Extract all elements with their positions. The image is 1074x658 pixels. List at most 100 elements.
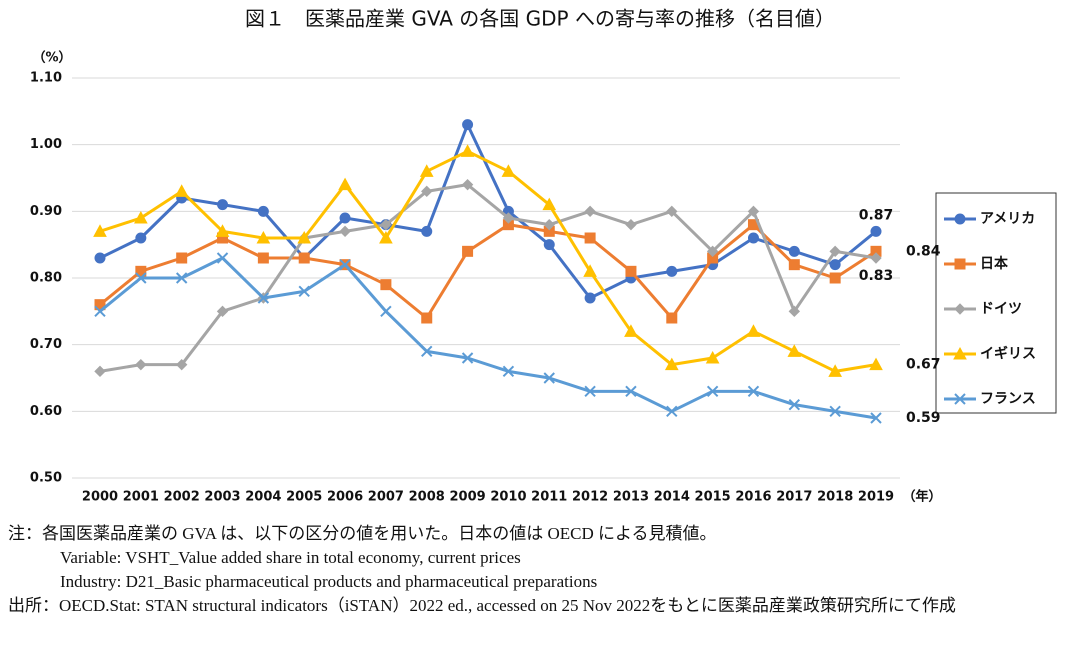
point <box>461 352 474 364</box>
legend-label: ドイツ <box>980 301 1022 317</box>
point <box>584 385 596 398</box>
point <box>338 177 352 191</box>
point <box>217 199 229 211</box>
x-tick-label: 2000 <box>82 490 118 505</box>
point <box>583 264 597 277</box>
point <box>828 364 843 377</box>
x-tick-label: 2002 <box>164 490 200 505</box>
point <box>747 205 760 218</box>
point <box>954 303 966 315</box>
x-tick-label: 2005 <box>286 490 322 505</box>
point <box>788 259 800 271</box>
point <box>257 292 270 304</box>
x-tick-label: 2003 <box>204 490 240 505</box>
data-label: 0.87 <box>859 207 894 223</box>
point <box>257 205 269 217</box>
point <box>339 212 351 224</box>
point <box>664 357 679 371</box>
point <box>829 245 841 258</box>
y-unit: （%） <box>32 50 71 66</box>
point <box>257 252 269 264</box>
point <box>175 272 188 284</box>
series <box>93 144 883 377</box>
point <box>298 252 310 264</box>
point <box>666 312 678 324</box>
data-label: 0.59 <box>906 410 941 426</box>
point <box>501 164 516 177</box>
point <box>869 357 883 371</box>
point <box>625 265 637 277</box>
point <box>462 245 474 257</box>
point <box>460 144 475 157</box>
legend-label: アメリカ <box>980 211 1035 227</box>
point <box>298 285 310 298</box>
x-tick-label: 2008 <box>409 490 445 505</box>
point <box>543 218 555 231</box>
y-tick-label: 0.60 <box>30 404 62 419</box>
series <box>94 119 882 304</box>
point <box>93 224 107 237</box>
y-tick-label: 0.80 <box>30 271 62 286</box>
point <box>788 398 801 411</box>
y-tick-label: 1.00 <box>30 137 62 152</box>
point <box>297 230 312 244</box>
point <box>829 259 841 271</box>
point <box>706 385 719 398</box>
point <box>542 197 557 211</box>
data-label: 0.67 <box>906 357 941 373</box>
point <box>666 205 678 218</box>
x-unit: （年） <box>902 489 941 505</box>
point <box>419 164 434 177</box>
point <box>543 239 555 251</box>
point <box>954 213 966 225</box>
x-tick-label: 2004 <box>245 490 281 505</box>
series-line <box>99 149 877 373</box>
point <box>135 232 147 244</box>
x-tick-label: 2001 <box>123 490 159 505</box>
source: 出所：OECD.Stat: STAN structural indicators… <box>8 596 956 615</box>
point <box>175 358 188 371</box>
point <box>380 279 392 291</box>
point <box>747 385 760 398</box>
x-tick-label: 2016 <box>735 490 771 505</box>
point <box>870 252 882 264</box>
series-line <box>99 256 877 420</box>
point <box>624 324 638 337</box>
note-variable: Variable: VSHT_Value added share in tota… <box>60 548 521 567</box>
point <box>176 252 188 264</box>
point <box>666 405 678 418</box>
notes: 注：各国医薬品産業の GVA は、以下の区分の値を用いた。日本の値は OECD … <box>8 522 1068 618</box>
x-tick-label: 2015 <box>695 490 731 505</box>
y-tick-label: 0.50 <box>30 471 62 486</box>
x-tick-label: 2009 <box>449 490 485 505</box>
point <box>746 324 761 337</box>
point <box>788 245 800 257</box>
point <box>94 365 106 378</box>
point <box>584 292 596 304</box>
series-line <box>99 123 877 300</box>
series-line <box>99 183 877 373</box>
point <box>829 272 841 284</box>
point <box>380 305 392 318</box>
point <box>339 258 351 271</box>
y-tick-label: 1.10 <box>30 71 62 86</box>
point <box>421 345 433 358</box>
point <box>462 119 474 131</box>
point <box>339 225 351 238</box>
point <box>135 358 147 371</box>
point <box>625 218 637 231</box>
x-tick-label: 2013 <box>613 490 649 505</box>
point <box>625 385 637 398</box>
point <box>787 344 802 357</box>
point <box>135 272 147 284</box>
point <box>421 185 433 198</box>
point <box>379 230 393 244</box>
point <box>133 210 148 224</box>
series-line <box>99 223 877 320</box>
point <box>94 252 106 264</box>
note-industry: Industry: D21_Basic pharmaceutical produ… <box>60 572 598 591</box>
legend-box <box>935 192 1057 414</box>
point <box>584 232 596 244</box>
note: 注：各国医薬品産業の GVA は、以下の区分の値を用いた。日本の値は OECD … <box>8 524 717 543</box>
point <box>747 232 759 244</box>
